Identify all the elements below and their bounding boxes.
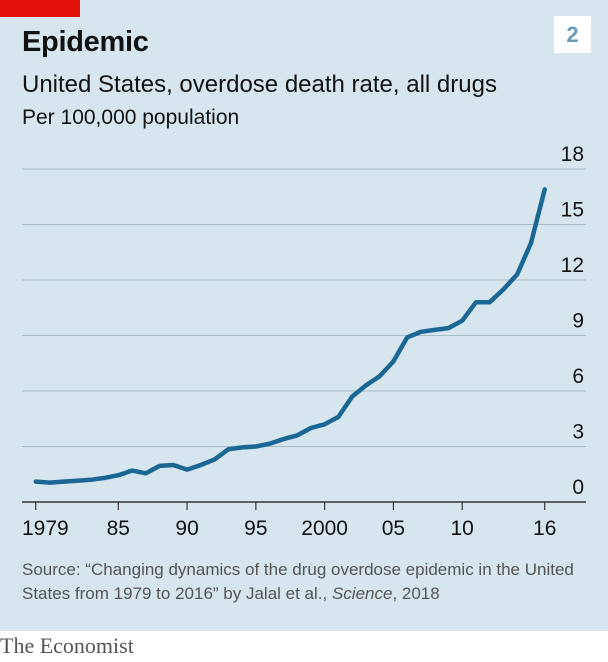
y-tick-label: 3 [572,421,584,444]
x-tick-label: 95 [244,517,267,540]
x-tick-label: 1979 [22,517,69,540]
x-tick-label: 10 [451,517,474,540]
y-tick-label: 0 [572,476,584,499]
y-tick-label: 9 [572,310,584,333]
y-axis-labels: 0 3 6 9 12 15 18 [561,143,584,499]
chart-panel: Epidemic 2 United States, overdose death… [0,0,608,631]
x-tick-label: 90 [175,517,198,540]
y-tick-label: 12 [561,254,584,277]
source-note: Source: “Changing dynamics of the drug o… [22,558,594,606]
publisher-brand: The Economist [0,633,134,658]
x-tick-label: 85 [107,517,130,540]
series-line-overdose-rate [33,187,547,485]
x-tick-label: 05 [382,517,405,540]
series-layer [33,187,547,485]
x-axis: 1979 85 90 95 2000 05 10 16 [22,502,556,540]
chart-unit-label: Per 100,000 population [22,106,240,129]
y-tick-label: 6 [572,365,584,388]
source-journal: Science [331,584,393,603]
chart-subtitle: United States, overdose death rate, all … [22,71,497,98]
x-tick-label: 2000 [301,517,348,540]
y-tick-label: 18 [561,143,584,166]
source-text: Source: “Changing dynamics of the drug o… [22,560,574,603]
x-tick-label: 16 [533,517,556,540]
source-year: , 2018 [392,584,440,603]
line-chart: 0 3 6 9 12 15 18 1979 85 90 95 2000 05 10 16 [22,143,586,540]
chart-title: Epidemic [22,26,149,58]
y-tick-label: 15 [561,199,584,222]
gridlines [22,168,586,503]
brand-red-tag [0,0,80,17]
chart-number-badge: 2 [554,16,591,53]
